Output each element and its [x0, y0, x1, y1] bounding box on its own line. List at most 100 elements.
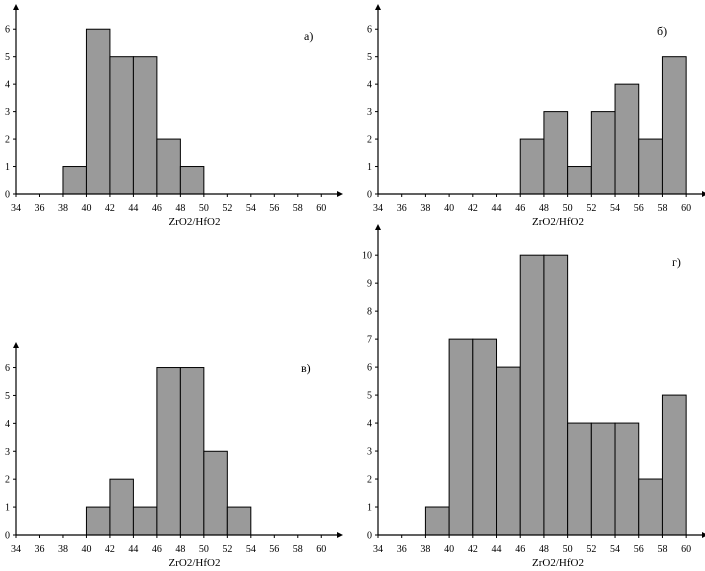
x-tick-label: 48 — [539, 544, 549, 555]
x-tick-label: 40 — [81, 203, 91, 214]
x-tick-label: 38 — [58, 544, 68, 555]
histogram-bar — [203, 450, 228, 536]
x-tick-label: 42 — [105, 544, 115, 555]
y-tick-label: 2 — [367, 135, 372, 146]
x-tick-label: 48 — [539, 203, 549, 214]
x-tick-label: 36 — [397, 203, 407, 214]
x-tick-label: 52 — [586, 203, 596, 214]
y-tick-label: 6 — [5, 363, 10, 374]
histogram-bar — [519, 254, 545, 536]
x-tick-label: 38 — [420, 203, 430, 214]
histogram-bar — [661, 394, 687, 536]
x-tick-label: 40 — [81, 544, 91, 555]
y-axis-arrow-icon — [13, 4, 19, 10]
y-tick-label: 4 — [5, 419, 10, 430]
x-tick-label: 54 — [246, 544, 256, 555]
x-tick-label: 56 — [634, 203, 644, 214]
x-tick-label: 54 — [246, 203, 256, 214]
x-tick-label: 54 — [610, 544, 620, 555]
histogram-bar — [614, 83, 640, 195]
x-tick-label: 44 — [492, 544, 502, 555]
x-tick-label: 50 — [563, 544, 573, 555]
x-tick-label: 48 — [175, 544, 185, 555]
x-tick-label: 52 — [222, 203, 232, 214]
x-axis-title: ZrO2/HfO2 — [169, 216, 221, 228]
y-tick-label: 5 — [5, 391, 10, 402]
histogram-bar — [472, 338, 498, 536]
y-tick-label: 6 — [5, 25, 10, 36]
x-tick-label: 60 — [316, 544, 326, 555]
y-tick-label: 0 — [367, 190, 372, 201]
histogram-bar — [448, 338, 474, 536]
histogram-bar — [109, 56, 134, 195]
x-tick-label: 36 — [397, 544, 407, 555]
x-tick-label: 60 — [681, 203, 691, 214]
y-tick-label: 2 — [5, 135, 10, 146]
x-tick-label: 46 — [515, 203, 525, 214]
x-axis-title: ZrO2/HfO2 — [532, 216, 584, 228]
histogram-bar — [543, 254, 569, 536]
x-tick-label: 58 — [657, 203, 667, 214]
panel-label: в) — [301, 361, 311, 375]
histogram-panel-v: 34 36 38 40 42 44 46 48 50 52 54 56 58 600123456ZrO2/… — [5, 342, 343, 569]
panel-label: г) — [672, 255, 681, 269]
x-tick-label: 60 — [681, 544, 691, 555]
histogram-bar — [543, 111, 569, 195]
x-tick-label: 36 — [34, 544, 44, 555]
histogram-panel-a: 34 36 38 40 42 44 46 48 50 52 54 56 58 600123456ZrO2/… — [5, 4, 343, 228]
y-tick-label: 1 — [367, 162, 372, 173]
y-tick-label: 5 — [5, 52, 10, 63]
y-tick-label: 0 — [367, 531, 372, 542]
histogram-bar — [614, 422, 640, 536]
y-tick-label: 1 — [367, 503, 372, 514]
x-tick-label: 34 — [11, 544, 21, 555]
histogram-bar — [519, 138, 545, 195]
y-tick-label: 2 — [367, 475, 372, 486]
x-tick-label: 52 — [586, 544, 596, 555]
x-tick-label: 50 — [199, 203, 209, 214]
histogram-bar — [85, 28, 111, 195]
x-axis-title: ZrO2/HfO2 — [169, 557, 221, 569]
y-tick-label: 1 — [5, 162, 10, 173]
histogram-bar — [567, 166, 592, 195]
histogram-bar — [109, 478, 134, 536]
y-axis-arrow-icon — [375, 4, 381, 10]
x-tick-label: 60 — [316, 203, 326, 214]
y-tick-label: 4 — [367, 419, 372, 430]
histogram-bar — [156, 138, 181, 195]
histogram-bar — [132, 56, 158, 195]
x-tick-label: 46 — [152, 203, 162, 214]
histogram-bar — [132, 506, 158, 536]
histogram-bar — [62, 166, 87, 195]
x-tick-label: 46 — [515, 544, 525, 555]
x-tick-label: 44 — [128, 544, 138, 555]
x-tick-label: 38 — [58, 203, 68, 214]
y-tick-label: 0 — [5, 190, 10, 201]
histogram-bar — [226, 506, 252, 536]
y-tick-label: 4 — [5, 80, 10, 91]
y-axis-arrow-icon — [13, 342, 19, 348]
y-tick-label: 1 — [5, 503, 10, 514]
histogram-panel-b: 34 36 38 40 42 44 46 48 50 52 54 56 58 600123456ZrO2/… — [367, 4, 705, 228]
x-tick-label: 34 — [373, 203, 383, 214]
y-tick-label: 4 — [367, 80, 372, 91]
histogram-bar — [496, 366, 521, 536]
x-tick-label: 44 — [128, 203, 138, 214]
histogram-bar — [179, 166, 205, 195]
histogram-bar — [156, 367, 181, 536]
y-tick-label: 7 — [367, 335, 372, 346]
histogram-bar — [179, 367, 205, 536]
x-tick-label: 50 — [199, 544, 209, 555]
x-tick-label: 58 — [293, 544, 303, 555]
histogram-bar — [590, 422, 616, 536]
x-tick-label: 42 — [468, 544, 478, 555]
x-tick-label: 36 — [34, 203, 44, 214]
x-tick-label: 54 — [610, 203, 620, 214]
x-tick-label: 34 — [11, 203, 21, 214]
y-tick-label: 10 — [362, 251, 372, 262]
y-tick-label: 3 — [5, 107, 10, 118]
panel-label: б) — [657, 24, 667, 38]
x-tick-label: 52 — [222, 544, 232, 555]
y-tick-label: 6 — [367, 25, 372, 36]
